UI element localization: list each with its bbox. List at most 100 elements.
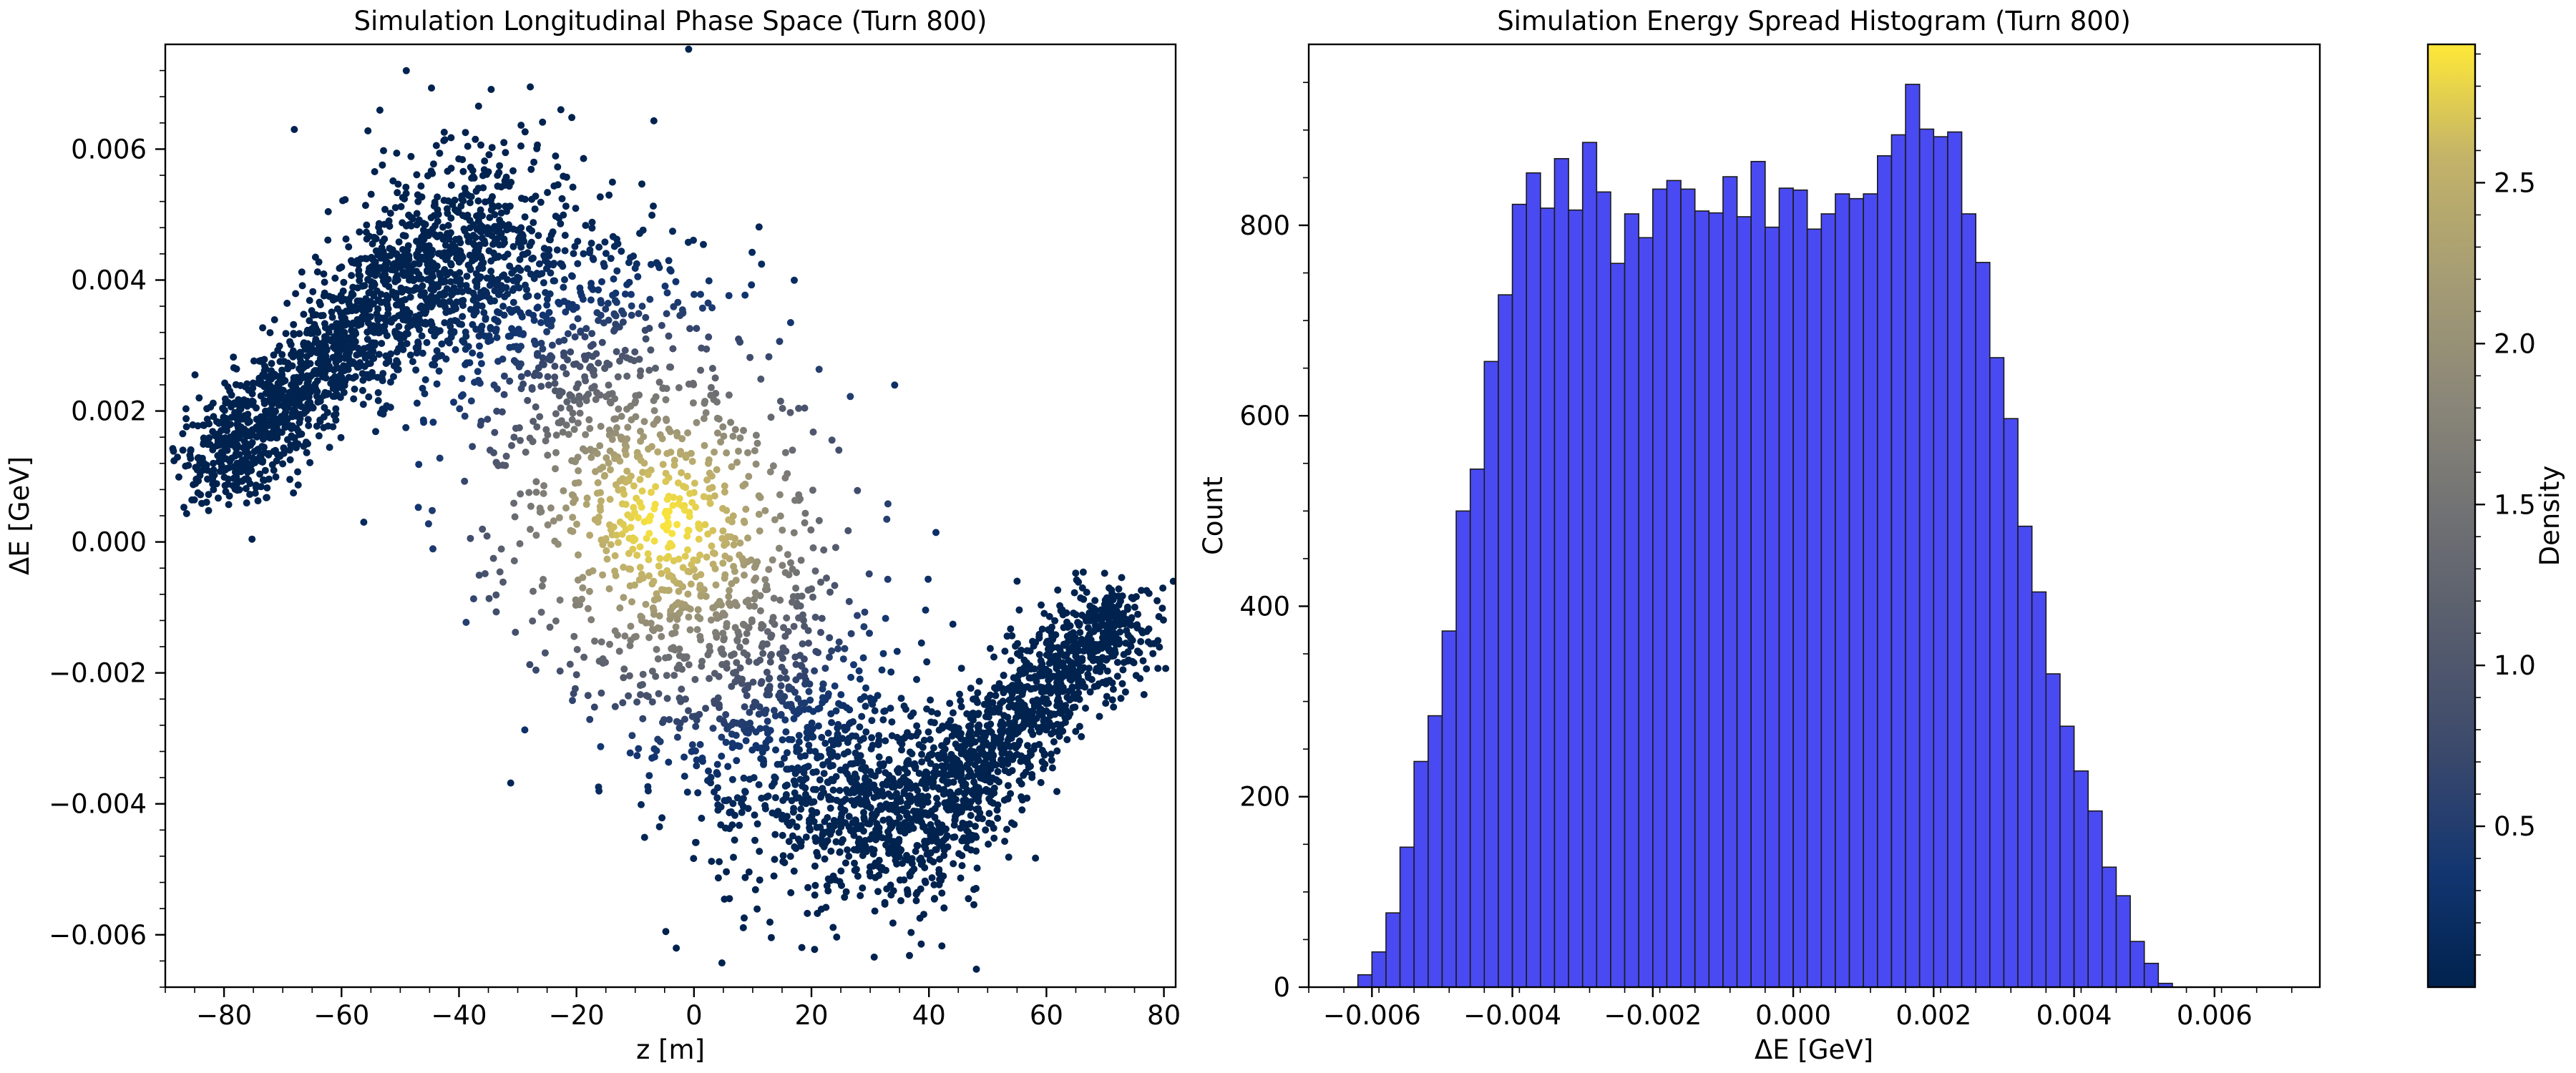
scatter-point: [511, 513, 519, 521]
scatter-point: [649, 604, 657, 612]
scatter-point: [341, 196, 349, 204]
scatter-point: [650, 407, 658, 415]
scatter-point: [394, 189, 401, 197]
scatter-point: [273, 434, 281, 442]
scatter-point: [731, 624, 739, 632]
scatter-point: [827, 847, 835, 855]
scatter-point: [540, 482, 548, 489]
scatter-point: [847, 629, 855, 637]
scatter-point: [1044, 645, 1052, 653]
scatter-point: [552, 431, 560, 439]
scatter-point: [225, 501, 233, 509]
scatter-point: [1053, 679, 1060, 687]
scatter-point: [528, 255, 536, 263]
scatter-point: [572, 458, 579, 466]
scatter-point: [611, 702, 619, 710]
scatter-point: [1134, 610, 1142, 618]
scatter-point: [740, 517, 748, 525]
scatter-point: [781, 569, 789, 577]
scatter-point: [685, 45, 693, 53]
scatter-point: [841, 795, 849, 803]
scatter-point: [403, 340, 411, 348]
scatter-point: [447, 182, 455, 189]
scatter-point: [1048, 756, 1055, 764]
scatter-point: [755, 223, 763, 231]
scatter-point: [753, 905, 761, 913]
scatter-point: [567, 348, 575, 356]
scatter-point: [841, 859, 849, 867]
scatter-point: [716, 858, 723, 866]
scatter-point: [757, 755, 765, 763]
scatter-point: [372, 235, 380, 242]
scatter-point: [834, 645, 841, 652]
scatter-point: [658, 632, 665, 640]
scatter-point: [1116, 628, 1124, 636]
scatter-point: [286, 446, 293, 454]
scatter-point: [753, 820, 761, 828]
scatter-point: [571, 495, 579, 503]
scatter-point: [844, 526, 852, 534]
scatter-point: [530, 316, 538, 324]
scatter-point: [607, 466, 614, 474]
scatter-point: [599, 655, 607, 662]
scatter-point: [748, 248, 756, 256]
scatter-point: [413, 399, 421, 407]
scatter-point: [434, 283, 442, 290]
scatter-point: [725, 592, 733, 600]
scatter-point: [589, 567, 597, 574]
scatter-point: [210, 471, 218, 479]
scatter-point: [527, 502, 535, 510]
scatter-point: [586, 425, 594, 432]
scatter-point: [669, 644, 677, 652]
scatter-point: [844, 846, 852, 854]
scatter-point: [195, 477, 203, 485]
scatter-point: [467, 265, 474, 273]
scatter-point: [684, 429, 692, 437]
scatter-point: [620, 594, 628, 602]
scatter-point: [619, 699, 627, 707]
scatter-point: [640, 418, 648, 426]
scatter-point: [694, 606, 702, 614]
scatter-point: [616, 457, 624, 465]
scatter-point: [402, 67, 410, 74]
scatter-point: [260, 356, 268, 363]
scatter-point: [924, 575, 932, 583]
scatter-point: [380, 147, 387, 155]
scatter-point: [258, 459, 266, 466]
scatter-point: [623, 281, 631, 288]
scatter-point: [489, 554, 497, 562]
scatter-point: [815, 516, 823, 524]
scatter-point: [529, 438, 537, 446]
scatter-point: [1000, 796, 1008, 804]
scatter-point: [828, 436, 836, 444]
scatter-point: [515, 284, 523, 292]
scatter-point: [642, 600, 650, 608]
scatter-point: [367, 190, 375, 198]
scatter-point: [922, 606, 930, 614]
scatter-point: [551, 380, 559, 387]
scatter-point: [836, 787, 844, 794]
scatter-point: [830, 817, 838, 824]
scatter-point: [304, 440, 311, 448]
scatter-point: [791, 653, 799, 661]
scatter-point: [595, 359, 602, 367]
scatter-point: [730, 718, 737, 726]
scatter-point: [889, 919, 897, 927]
scatter-point: [862, 702, 869, 710]
scatter-point: [887, 881, 894, 889]
scatter-point: [570, 250, 577, 258]
scatter-point: [599, 464, 607, 471]
scatter-point: [363, 221, 371, 229]
scatter-point: [697, 290, 704, 298]
scatter-point: [446, 339, 453, 347]
scatter-point: [263, 494, 270, 501]
scatter-point: [827, 737, 835, 745]
scatter-point: [1003, 632, 1011, 640]
scatter-point: [781, 474, 789, 482]
scatter-point: [527, 83, 535, 91]
scatter-point: [322, 374, 330, 382]
scatter-point: [705, 767, 712, 775]
scatter-point: [688, 712, 696, 720]
scatter-point: [792, 660, 800, 668]
